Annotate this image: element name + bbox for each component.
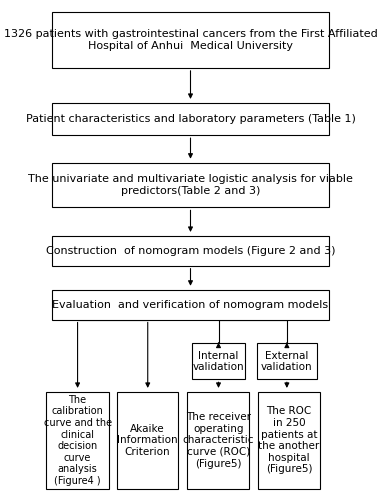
Text: Patient characteristics and laboratory parameters (Table 1): Patient characteristics and laboratory p… — [26, 114, 355, 124]
Text: The receiver
operating
characteristic
curve (ROC)
(Figure5): The receiver operating characteristic cu… — [182, 412, 254, 469]
Text: Akaike
Information
Criterion: Akaike Information Criterion — [117, 424, 178, 457]
Text: 1326 patients with gastrointestinal cancers from the First Affiliated
Hospital o: 1326 patients with gastrointestinal canc… — [4, 30, 377, 51]
FancyBboxPatch shape — [52, 236, 329, 266]
FancyBboxPatch shape — [46, 392, 109, 489]
FancyBboxPatch shape — [257, 344, 317, 380]
Text: Evaluation  and verification of nomogram models: Evaluation and verification of nomogram … — [53, 300, 328, 310]
FancyBboxPatch shape — [117, 392, 178, 489]
Text: Construction  of nomogram models (Figure 2 and 3): Construction of nomogram models (Figure … — [46, 246, 335, 256]
FancyBboxPatch shape — [52, 12, 329, 68]
FancyBboxPatch shape — [52, 290, 329, 320]
Text: The
calibration
curve and the
clinical
decision
curve
analysis
(Figure4 ): The calibration curve and the clinical d… — [43, 395, 112, 486]
Text: The ROC
in 250
patients at
the another
hospital
(Figure5): The ROC in 250 patients at the another h… — [258, 406, 320, 474]
FancyBboxPatch shape — [258, 392, 320, 489]
FancyBboxPatch shape — [192, 344, 245, 380]
FancyBboxPatch shape — [187, 392, 249, 489]
FancyBboxPatch shape — [52, 103, 329, 135]
Text: The univariate and multivariate logistic analysis for viable
predictors(Table 2 : The univariate and multivariate logistic… — [28, 174, 353, 196]
FancyBboxPatch shape — [52, 162, 329, 208]
Text: External
validation: External validation — [261, 350, 313, 372]
Text: Internal
validation: Internal validation — [192, 350, 244, 372]
